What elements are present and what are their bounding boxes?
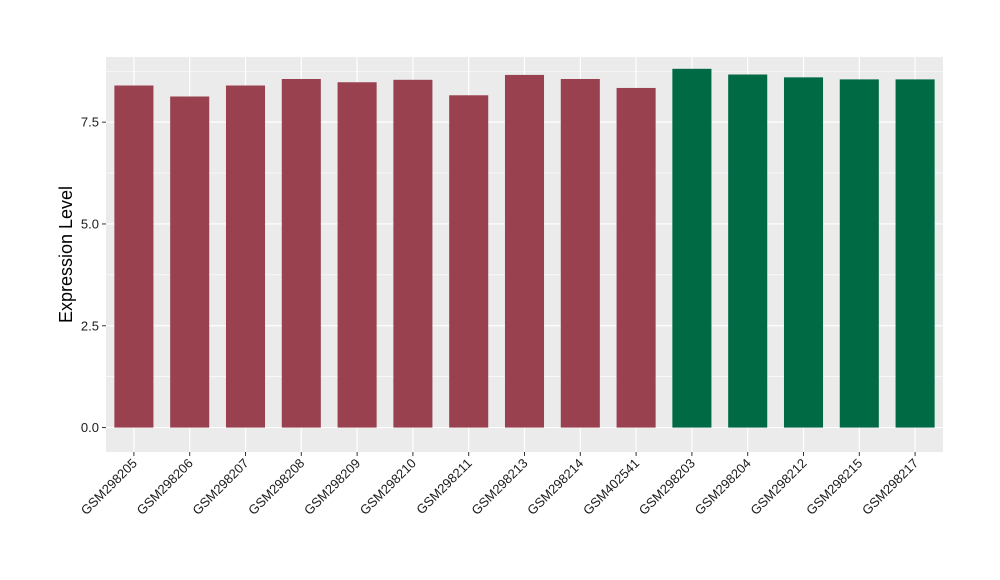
x-tick-label: GSM298204: [692, 456, 754, 518]
bar: [728, 74, 768, 428]
x-tick-label: GSM298217: [859, 456, 921, 518]
x-tick-label: GSM298215: [803, 456, 865, 518]
x-tick-label: GSM298208: [245, 456, 307, 518]
bar: [672, 68, 712, 428]
bar: [337, 82, 377, 428]
x-tick-label: GSM402541: [580, 456, 642, 518]
bar: [393, 79, 433, 428]
bar: [839, 79, 879, 428]
bar: [281, 78, 321, 428]
x-tick-label: GSM298214: [524, 456, 586, 518]
x-axis: GSM298205GSM298206GSM298207GSM298208GSM2…: [78, 452, 921, 518]
bar: [616, 87, 656, 428]
x-tick-label: GSM298212: [747, 456, 809, 518]
x-tick-label: GSM298210: [357, 456, 419, 518]
y-tick-label: 7.5: [81, 115, 99, 130]
bar: [504, 74, 545, 428]
y-axis-title: Expression Level: [56, 186, 76, 323]
bar: [225, 85, 266, 428]
bar: [170, 96, 210, 428]
bar: [449, 95, 489, 428]
x-tick-label: GSM298211: [413, 456, 475, 518]
x-tick-label: GSM298203: [636, 456, 698, 518]
x-tick-label: GSM298205: [78, 456, 140, 518]
x-tick-label: GSM298207: [189, 456, 251, 518]
x-tick-label: GSM298209: [301, 456, 363, 518]
y-tick-label: 2.5: [81, 318, 99, 333]
y-axis: 0.0 2.5 5.0 7.5: [81, 115, 106, 435]
bars: [114, 68, 935, 428]
y-tick-label: 0.0: [81, 420, 99, 435]
bar: [783, 77, 824, 428]
bar: [114, 85, 154, 428]
bar: [895, 79, 935, 428]
x-tick-label: GSM298213: [468, 456, 530, 518]
y-tick-label: 5.0: [81, 216, 99, 231]
bar: [560, 78, 600, 428]
x-tick-label: GSM298206: [134, 456, 196, 518]
